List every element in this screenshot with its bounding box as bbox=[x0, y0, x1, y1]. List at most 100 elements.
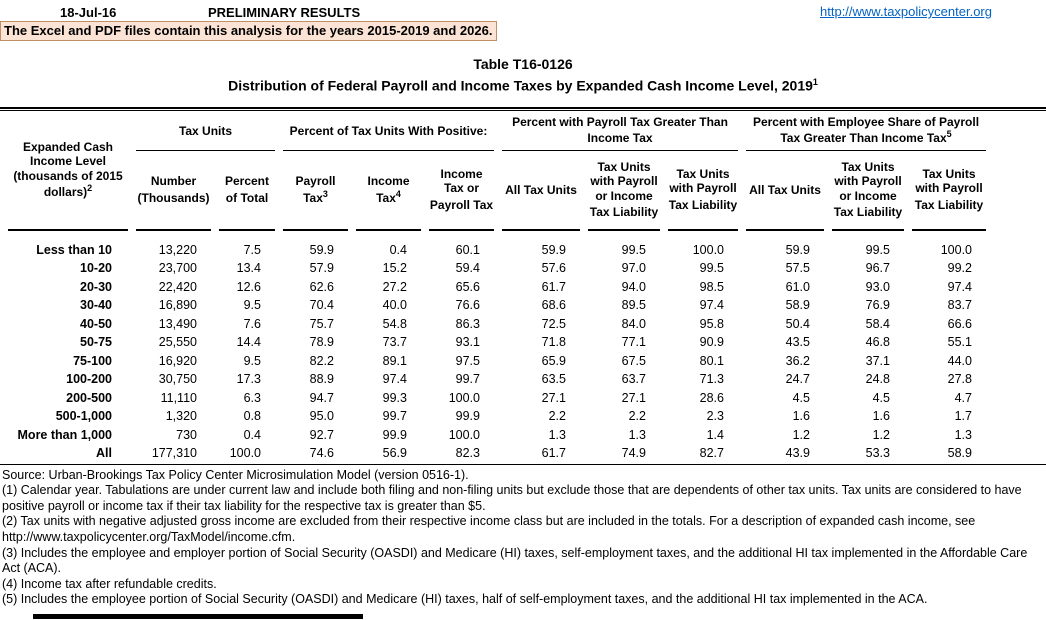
cell: 27.8 bbox=[947, 372, 972, 387]
cell: 25,550 bbox=[158, 335, 197, 350]
footnote: (5) Includes the employee portion of Soc… bbox=[2, 592, 928, 607]
preliminary-results-label: PRELIMINARY RESULTS bbox=[208, 5, 361, 20]
cell: 71.8 bbox=[541, 335, 566, 350]
cell: 63.5 bbox=[541, 372, 566, 387]
cell: 59.9 bbox=[785, 242, 810, 257]
cell: 100.0 bbox=[448, 390, 480, 405]
cell: 76.6 bbox=[455, 298, 480, 313]
cell: 99.3 bbox=[382, 390, 407, 405]
cell: 0.8 bbox=[243, 409, 261, 424]
table-row: 75-100 16,920 9.5 82.2 89.1 97.5 65.9 67.5 80.1 3… bbox=[8, 352, 986, 371]
cell: 53.3 bbox=[865, 446, 890, 461]
cell: 55.1 bbox=[947, 335, 972, 350]
cell: 68.6 bbox=[541, 298, 566, 313]
cell: 43.9 bbox=[785, 446, 810, 461]
cell: 76.9 bbox=[865, 298, 890, 313]
cell: 1.6 bbox=[792, 409, 810, 424]
cutoff-text-bar bbox=[33, 614, 363, 619]
cell: 4.7 bbox=[954, 390, 972, 405]
cell: 95.0 bbox=[309, 409, 334, 424]
cell: 99.7 bbox=[382, 409, 407, 424]
row-label: Less than 10 bbox=[36, 242, 112, 257]
cell: 36.2 bbox=[785, 353, 810, 368]
cell: 95.8 bbox=[699, 316, 724, 331]
cell: 97.4 bbox=[382, 372, 407, 387]
cell: 65.9 bbox=[541, 353, 566, 368]
report-date: 18-Jul-16 bbox=[60, 5, 117, 20]
cell: 14.4 bbox=[236, 335, 261, 350]
table-row: 100-200 30,750 17.3 88.9 97.4 99.7 63.5 63.7 71.… bbox=[8, 370, 986, 389]
col-header-units-payroll-liability-2: Tax Units with Payroll Tax Liability bbox=[912, 151, 986, 231]
footnote: (1) Calendar year. Tabulations are under… bbox=[2, 483, 1022, 513]
cell: 58.9 bbox=[785, 298, 810, 313]
cell: 24.7 bbox=[785, 372, 810, 387]
table-body: Less than 10 13,220 7.5 59.9 0.4 60.1 59.9 99.5… bbox=[8, 231, 986, 463]
cell: 63.7 bbox=[621, 372, 646, 387]
cell: 72.5 bbox=[541, 316, 566, 331]
cell: 61.0 bbox=[785, 279, 810, 294]
cell: 90.9 bbox=[699, 335, 724, 350]
cell: 24.8 bbox=[865, 372, 890, 387]
col-header-all-tax-units-1: All Tax Units bbox=[502, 151, 580, 231]
cell: 89.5 bbox=[621, 298, 646, 313]
cell: 80.1 bbox=[699, 353, 724, 368]
cell: 37.1 bbox=[865, 353, 890, 368]
cell: 65.6 bbox=[455, 279, 480, 294]
cell: 71.3 bbox=[699, 372, 724, 387]
cell: 94.7 bbox=[309, 390, 334, 405]
cell: 13,490 bbox=[158, 316, 197, 331]
footnotes: Source: Urban-Brookings Tax Policy Cente… bbox=[0, 465, 1046, 608]
cell: 99.5 bbox=[699, 261, 724, 276]
cell: 1,320 bbox=[165, 409, 197, 424]
table-row: 20-30 22,420 12.6 62.6 27.2 65.6 61.7 94.0 98.5 6… bbox=[8, 278, 986, 297]
row-label: More than 1,000 bbox=[17, 427, 112, 442]
cell: 99.2 bbox=[947, 261, 972, 276]
footnote: (2) Tax units with negative adjusted gro… bbox=[2, 514, 976, 545]
table-title: Distribution of Federal Payroll and Inco… bbox=[228, 77, 818, 94]
cell: 98.5 bbox=[699, 279, 724, 294]
table-row: Less than 10 13,220 7.5 59.9 0.4 60.1 59.9 99.5… bbox=[8, 241, 986, 260]
cell: 82.3 bbox=[455, 446, 480, 461]
cell: 13,220 bbox=[158, 242, 197, 257]
cell: 16,890 bbox=[158, 298, 197, 313]
taxpolicycenter-link[interactable]: http://www.taxpolicycenter.org bbox=[820, 4, 992, 19]
cell: 13.4 bbox=[236, 261, 261, 276]
table-row: 500-1,000 1,320 0.8 95.0 99.7 99.9 2.2 2.2 2.3 1.… bbox=[8, 407, 986, 426]
cell: 28.6 bbox=[699, 390, 724, 405]
table-row: 50-75 25,550 14.4 78.9 73.7 93.1 71.8 77.1 90.9 4… bbox=[8, 333, 986, 352]
cell: 30,750 bbox=[158, 372, 197, 387]
cell: 57.9 bbox=[309, 261, 334, 276]
cell: 97.0 bbox=[621, 261, 646, 276]
taxpolicycenter-link-wrap: http://www.taxpolicycenter.org bbox=[820, 4, 992, 19]
row-label: 200-500 bbox=[66, 390, 112, 405]
table-number-title: Table T16-0126 bbox=[473, 56, 573, 72]
cell: 99.5 bbox=[865, 242, 890, 257]
cell: 58.4 bbox=[865, 316, 890, 331]
cell: 54.8 bbox=[382, 316, 407, 331]
cell: 82.7 bbox=[699, 446, 724, 461]
table-top-double-rule bbox=[0, 106, 1046, 111]
cell: 59.9 bbox=[309, 242, 334, 257]
cell: 84.0 bbox=[621, 316, 646, 331]
highlighted-note: The Excel and PDF files contain this ana… bbox=[0, 21, 498, 41]
cell: 23,700 bbox=[158, 261, 197, 276]
cell: 1.2 bbox=[872, 427, 890, 442]
cell: 44.0 bbox=[947, 353, 972, 368]
cell: 99.5 bbox=[621, 242, 646, 257]
cell: 99.9 bbox=[382, 427, 407, 442]
cell: 12.6 bbox=[236, 279, 261, 294]
cell: 97.5 bbox=[455, 353, 480, 368]
cell: 59.4 bbox=[455, 261, 480, 276]
col-header-all-tax-units-2: All Tax Units bbox=[746, 151, 824, 231]
col-header-percent-of-total: Percent of Total bbox=[219, 151, 275, 231]
cell: 730 bbox=[176, 427, 197, 442]
table-row: 200-500 11,110 6.3 94.7 99.3 100.0 27.1 27.1 28.… bbox=[8, 389, 986, 408]
cell: 60.1 bbox=[455, 242, 480, 257]
cell: 6.3 bbox=[243, 390, 261, 405]
cell: 9.5 bbox=[243, 298, 261, 313]
group-header-row: Expanded Cash Income Level (thousands of… bbox=[8, 111, 986, 231]
row-label: 20-30 bbox=[80, 279, 112, 294]
table-row: 10-20 23,700 13.4 57.9 15.2 59.4 57.6 97.0 99.5 5… bbox=[8, 259, 986, 278]
col-header-number: Number (Thousands) bbox=[136, 151, 211, 231]
table-row: 40-50 13,490 7.6 75.7 54.8 86.3 72.5 84.0 95.8 50… bbox=[8, 315, 986, 334]
